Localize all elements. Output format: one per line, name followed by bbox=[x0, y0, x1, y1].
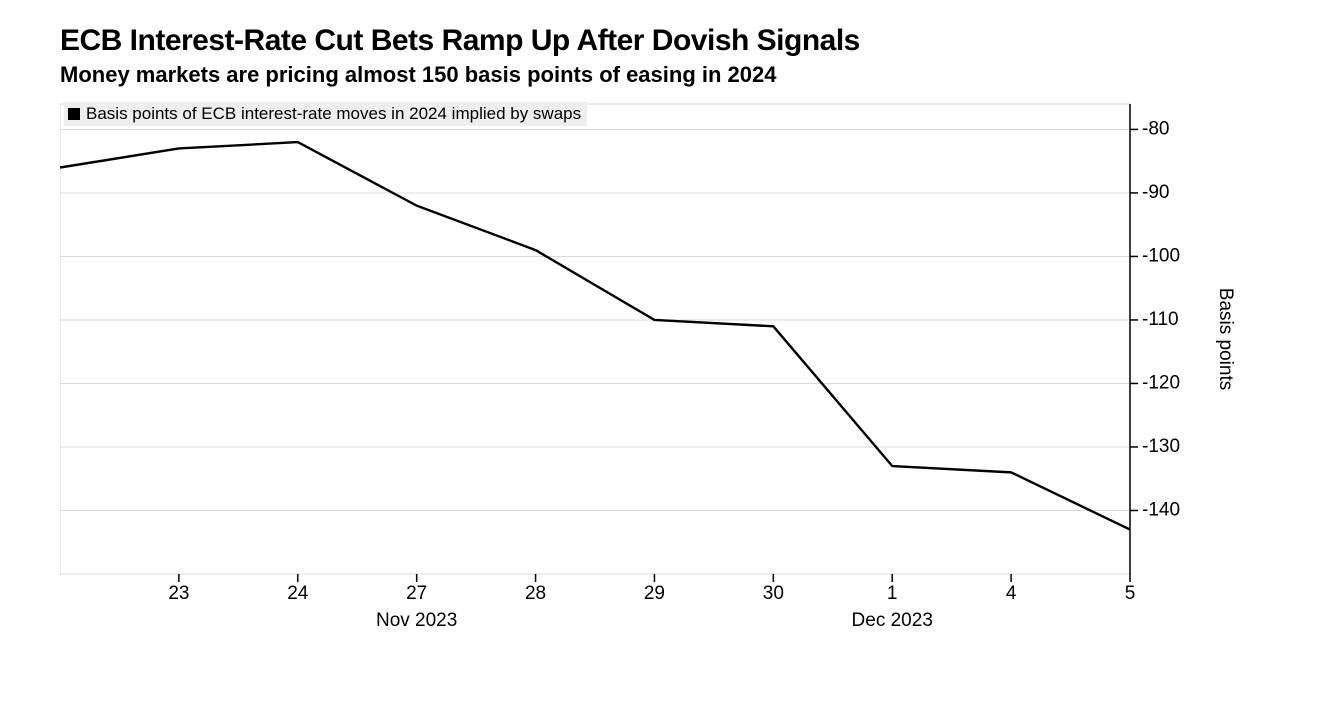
svg-text:Nov 2023: Nov 2023 bbox=[376, 610, 457, 631]
svg-text:27: 27 bbox=[406, 583, 427, 604]
svg-text:-110: -110 bbox=[1142, 309, 1179, 330]
svg-text:-100: -100 bbox=[1142, 245, 1180, 266]
chart-subtitle: Money markets are pricing almost 150 bas… bbox=[60, 62, 1288, 88]
svg-text:-80: -80 bbox=[1142, 118, 1169, 139]
svg-text:29: 29 bbox=[644, 583, 665, 604]
legend: Basis points of ECB interest-rate moves … bbox=[64, 102, 587, 126]
svg-text:23: 23 bbox=[168, 583, 189, 604]
legend-swatch bbox=[68, 108, 80, 120]
line-chart: -80 -90 -100 -110 -120 -130 -140 23 24 27 28 29 30 1 4… bbox=[60, 98, 1270, 644]
svg-text:-120: -120 bbox=[1142, 372, 1180, 393]
svg-text:-130: -130 bbox=[1142, 436, 1180, 457]
svg-text:Dec 2023: Dec 2023 bbox=[852, 610, 933, 631]
svg-text:24: 24 bbox=[287, 583, 309, 604]
svg-text:5: 5 bbox=[1125, 583, 1136, 604]
svg-text:Basis points: Basis points bbox=[1215, 288, 1236, 390]
svg-text:4: 4 bbox=[1006, 583, 1017, 604]
svg-text:1: 1 bbox=[887, 583, 898, 604]
svg-text:28: 28 bbox=[525, 583, 546, 604]
legend-label: Basis points of ECB interest-rate moves … bbox=[86, 104, 581, 124]
chart-area: Basis points of ECB interest-rate moves … bbox=[60, 98, 1288, 644]
chart-title: ECB Interest-Rate Cut Bets Ramp Up After… bbox=[60, 24, 1288, 58]
svg-text:-140: -140 bbox=[1142, 500, 1180, 521]
svg-text:30: 30 bbox=[763, 583, 784, 604]
svg-text:-90: -90 bbox=[1142, 182, 1169, 203]
